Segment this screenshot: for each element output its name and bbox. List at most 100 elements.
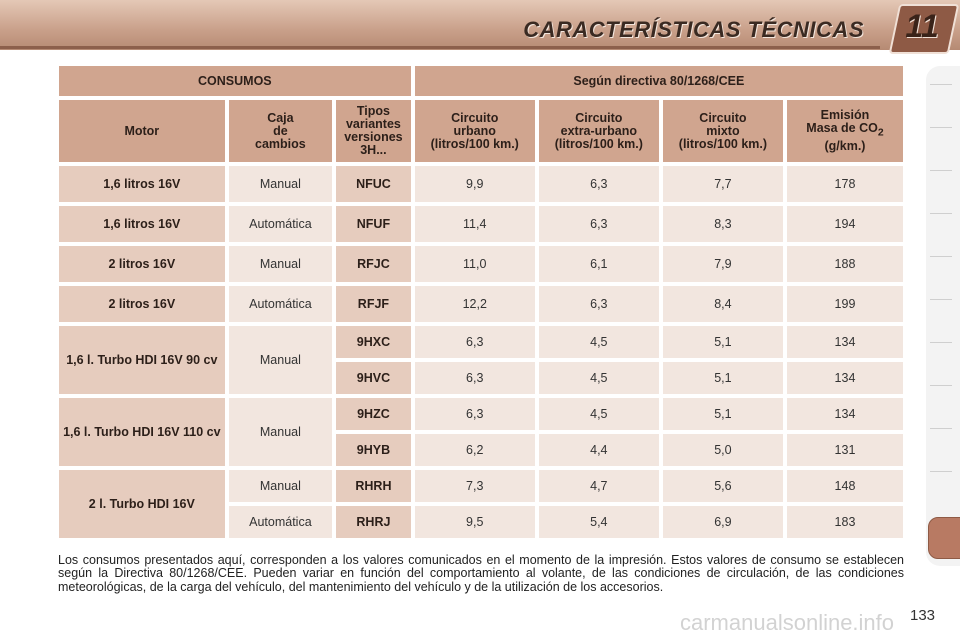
mixto-cell: 7,7 — [662, 166, 783, 202]
chapter-tab-active[interactable] — [928, 517, 960, 559]
mixto-cell: 5,6 — [662, 470, 783, 502]
table-row: 2 l. Turbo HDI 16V Manual RHRH 7,3 4,7 5… — [59, 470, 903, 538]
urbano-cell: 7,3 — [414, 470, 535, 502]
co2-cell: 188 — [786, 246, 903, 282]
caja-cell: Automática — [228, 286, 333, 322]
motor-cell: 1,6 litros 16V — [59, 206, 225, 242]
col-header-motor: Motor — [59, 100, 225, 162]
table-row: 1,6 litros 16V Manual NFUC 9,9 6,3 7,7 1… — [59, 166, 903, 202]
urbano-cell: 6,3 — [414, 362, 535, 394]
co2-cell: 183 — [786, 506, 903, 538]
tipo-cell: NFUF — [336, 206, 411, 242]
extra-urbano-cell: 5,4 — [538, 506, 659, 538]
table-row: 2 litros 16V Manual RFJC 11,0 6,1 7,9 18… — [59, 246, 903, 282]
urbano-cell: 6,2 — [414, 434, 535, 466]
mixto-cell: 6,9 — [662, 506, 783, 538]
motor-cell: 2 litros 16V — [59, 286, 225, 322]
co2-cell: 148 — [786, 470, 903, 502]
col-header-urbano: Circuito urbano (litros/100 km.) — [414, 100, 535, 162]
tipo-cell: 9HXC — [336, 326, 411, 358]
co2-cell: 134 — [786, 326, 903, 358]
co2-cell: 134 — [786, 362, 903, 394]
extra-urbano-cell: 4,5 — [538, 326, 659, 358]
mixto-cell: 5,1 — [662, 326, 783, 358]
caja-cell: Automática — [228, 506, 333, 538]
motor-cell: 2 l. Turbo HDI 16V — [59, 470, 225, 538]
table-row: 2 litros 16V Automática RFJF 12,2 6,3 8,… — [59, 286, 903, 322]
caja-cell: Manual — [228, 246, 333, 282]
mixto-cell: 5,1 — [662, 362, 783, 394]
chapter-tab-divider — [930, 170, 952, 171]
tipo-cell: RHRH — [336, 470, 411, 502]
co2-cell: 194 — [786, 206, 903, 242]
caja-cell: Manual — [228, 166, 333, 202]
extra-urbano-cell: 6,3 — [538, 166, 659, 202]
tipo-cell: RFJC — [336, 246, 411, 282]
table-row: 1,6 litros 16V Automática NFUF 11,4 6,3 … — [59, 206, 903, 242]
mixto-cell: 8,3 — [662, 206, 783, 242]
extra-urbano-cell: 4,7 — [538, 470, 659, 502]
mixto-cell: 7,9 — [662, 246, 783, 282]
consumption-table: CONSUMOS Según directiva 80/1268/CEE Mot… — [55, 62, 907, 542]
chapter-tab-divider — [930, 428, 952, 429]
table-row: 1,6 l. Turbo HDI 16V 90 cv Manual 9HXC 6… — [59, 326, 903, 394]
page-title: CARACTERÍSTICAS TÉCNICAS — [523, 17, 864, 42]
chapter-tab-divider — [930, 299, 952, 300]
caja-cell: Manual — [228, 470, 333, 502]
col-header-tipos: Tipos variantes versiones 3H... — [336, 100, 411, 162]
chapter-tab-divider — [930, 385, 952, 386]
table-row: Automática RHRJ 9,5 5,4 6,9 183 — [59, 506, 903, 538]
group-header-directiva: Según directiva 80/1268/CEE — [414, 66, 903, 96]
table-row: 9HYB 6,2 4,4 5,0 131 — [59, 434, 903, 466]
co2-cell: 178 — [786, 166, 903, 202]
caja-cell: Manual — [228, 398, 333, 466]
col-header-extra-urbano: Circuito extra-urbano (litros/100 km.) — [538, 100, 659, 162]
chapter-tabs — [926, 66, 960, 566]
chapter-tab-divider — [930, 256, 952, 257]
tipo-cell: NFUC — [336, 166, 411, 202]
tipo-cell: 9HVC — [336, 362, 411, 394]
motor-cell: 1,6 l. Turbo HDI 16V 110 cv — [59, 398, 225, 466]
table-row: 1,6 l. Turbo HDI 16V 110 cv Manual 9HZC … — [59, 398, 903, 466]
extra-urbano-cell: 4,5 — [538, 362, 659, 394]
chapter-tab-divider — [930, 213, 952, 214]
col-header-caja: Caja de cambios — [228, 100, 333, 162]
header-rule — [0, 46, 880, 49]
caja-cell: Automática — [228, 206, 333, 242]
footnote: Los consumos presentados aquí, correspon… — [58, 553, 904, 594]
extra-urbano-cell: 6,3 — [538, 206, 659, 242]
extra-urbano-cell: 6,3 — [538, 286, 659, 322]
col-header-mixto: Circuito mixto (litros/100 km.) — [662, 100, 783, 162]
extra-urbano-cell: 4,4 — [538, 434, 659, 466]
tipo-cell: 9HYB — [336, 434, 411, 466]
urbano-cell: 11,0 — [414, 246, 535, 282]
chapter-number: 11 — [905, 8, 939, 44]
col-header-emision: Emisión Masa de CO2 (g/km.) — [786, 100, 903, 162]
extra-urbano-cell: 4,5 — [538, 398, 659, 430]
tipo-cell: RFJF — [336, 286, 411, 322]
urbano-cell: 11,4 — [414, 206, 535, 242]
urbano-cell: 9,5 — [414, 506, 535, 538]
watermark: carmanualsonline.info — [680, 610, 895, 635]
urbano-cell: 9,9 — [414, 166, 535, 202]
tipo-cell: RHRJ — [336, 506, 411, 538]
chapter-tab-divider — [930, 127, 952, 128]
co2-cell: 199 — [786, 286, 903, 322]
motor-cell: 1,6 litros 16V — [59, 166, 225, 202]
caja-cell: Manual — [228, 326, 333, 394]
chapter-tab-divider — [930, 342, 952, 343]
motor-cell: 1,6 l. Turbo HDI 16V 90 cv — [59, 326, 225, 394]
mixto-cell: 5,1 — [662, 398, 783, 430]
urbano-cell: 12,2 — [414, 286, 535, 322]
co2-cell: 131 — [786, 434, 903, 466]
co2-cell: 134 — [786, 398, 903, 430]
tipo-cell: 9HZC — [336, 398, 411, 430]
chapter-tab-divider — [930, 471, 952, 472]
group-header-consumos: CONSUMOS — [59, 66, 411, 96]
mixto-cell: 5,0 — [662, 434, 783, 466]
header-bar — [0, 0, 960, 50]
chapter-tab-divider — [930, 84, 952, 85]
page-number: 133 — [910, 607, 936, 624]
urbano-cell: 6,3 — [414, 398, 535, 430]
table-row: 9HVC 6,3 4,5 5,1 134 — [59, 362, 903, 394]
